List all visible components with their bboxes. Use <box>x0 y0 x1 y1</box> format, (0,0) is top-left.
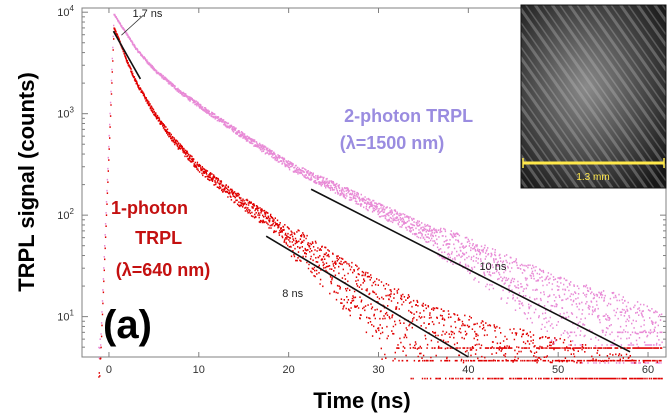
y-tick-label: 102 <box>57 207 74 222</box>
fit-line <box>265 235 469 358</box>
x-axis-title: Time (ns) <box>313 388 410 413</box>
series-points <box>98 13 663 364</box>
series-2-photon <box>98 13 663 364</box>
fit-lines: 1.7 ns 10 ns 8 ns <box>112 8 631 358</box>
fit-line <box>112 30 142 80</box>
x-tick-label: 0 <box>106 364 112 376</box>
series-label-1-photon: 1-photon TRPL (λ=640 nm) <box>111 198 210 280</box>
tick-labels: 0 10 20 30 40 50 60 101 102 103 104 <box>57 4 654 376</box>
series-points <box>98 27 663 380</box>
fit-label-leader <box>121 14 144 36</box>
fit-label: 1.7 ns <box>132 8 162 20</box>
series-1-photon <box>98 27 663 380</box>
fit-label: 10 ns <box>479 261 506 273</box>
y-tick-label: 104 <box>57 4 74 19</box>
y-axis-title: TRPL signal (counts) <box>14 72 39 292</box>
y-tick-label: 103 <box>57 106 74 121</box>
x-tick-label: 50 <box>552 364 564 376</box>
series-label-2-photon: 2-photon TRPL (λ=1500 nm) <box>340 106 478 153</box>
inset-micrograph: 1.3 mm <box>520 4 667 189</box>
series-label-1-photon-line-2: TRPL <box>135 228 182 248</box>
fit-label: 8 ns <box>282 288 303 300</box>
data-series <box>98 13 663 380</box>
series-label-1-photon-line-1: 1-photon <box>111 198 188 218</box>
inset-scale-label: 1.3 mm <box>576 172 609 183</box>
y-tick-label: 101 <box>57 309 74 324</box>
x-tick-label: 40 <box>462 364 474 376</box>
inset-border <box>520 4 667 189</box>
panel-label: (a) <box>103 303 152 347</box>
series-label-2-photon-line-1: 2-photon TRPL <box>344 106 473 126</box>
inset-texture <box>521 5 666 188</box>
fit-line <box>310 188 631 353</box>
series-label-2-photon-line-2: (λ=1500 nm) <box>340 133 445 153</box>
x-tick-label: 10 <box>193 364 205 376</box>
x-tick-label: 30 <box>372 364 384 376</box>
series-label-1-photon-line-3: (λ=640 nm) <box>116 260 211 280</box>
x-tick-label: 60 <box>642 364 654 376</box>
x-tick-label: 20 <box>283 364 295 376</box>
